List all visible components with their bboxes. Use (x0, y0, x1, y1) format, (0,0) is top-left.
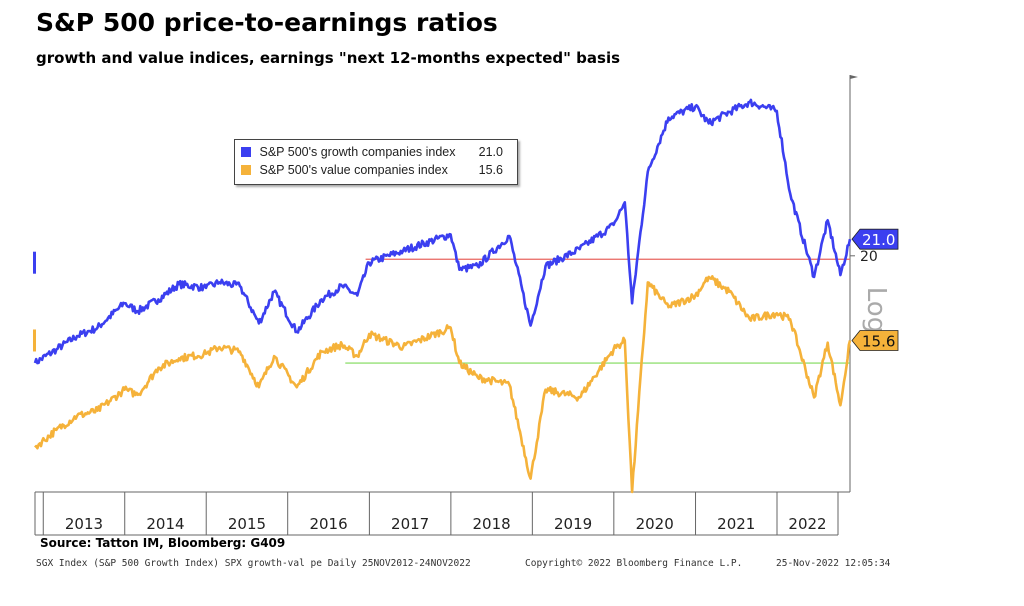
chart-title: S&P 500 price-to-earnings ratios (36, 8, 498, 37)
legend-label-growth: S&P 500's growth companies index (259, 145, 456, 159)
source-note: Source: Tatton IM, Bloomberg: G409 (40, 536, 286, 550)
legend-swatch-growth (241, 147, 251, 157)
y-tick-label-20: 20 (860, 249, 878, 265)
x-tick-label-2017: 2017 (391, 515, 429, 533)
plot-area: 2013 2014 2015 2016 2017 2018 2019 2020 2021 2022… (33, 75, 899, 536)
x-tick-label-2021: 2021 (717, 515, 755, 533)
last-value-label-growth: 21.0 (862, 231, 895, 249)
x-tick-label-2018: 2018 (473, 515, 511, 533)
footer-index: SGX Index (S&P 500 Growth Index) SPX gro… (36, 558, 471, 569)
y-axis-title: Log (861, 287, 891, 333)
y-axis-arrow (850, 75, 858, 79)
footer-timestamp: 25-Nov-2022 12:05:34 (776, 558, 891, 569)
last-value-tag-value (851, 330, 899, 351)
series-line-growth (33, 98, 852, 365)
legend-item-value: S&P 500's value companies index 15.6 (241, 163, 511, 179)
legend-value-growth: 21.0 (478, 145, 503, 159)
x-tick-label-2014: 2014 (146, 515, 184, 533)
legend-swatch-value (241, 165, 251, 175)
x-tick-label-2013: 2013 (65, 515, 103, 533)
x-tick-label-2015: 2015 (228, 515, 266, 533)
series-line-value (34, 275, 852, 494)
x-tick-label-2016: 2016 (309, 515, 347, 533)
last-value-label-value: 15.6 (862, 332, 895, 350)
x-tick-label-2019: 2019 (554, 515, 592, 533)
legend: S&P 500's growth companies index 21.0 S&… (234, 139, 518, 185)
start-marker-value (33, 329, 36, 352)
legend-value-value: 15.6 (478, 163, 503, 177)
start-marker-growth (33, 251, 36, 274)
footer-copyright: Copyright© 2022 Bloomberg Finance L.P. (525, 558, 743, 569)
last-value-tag-growth (851, 228, 899, 250)
legend-item-growth: S&P 500's growth companies index 21.0 (241, 145, 511, 161)
legend-label-value: S&P 500's value companies index (259, 163, 448, 177)
chart-subtitle: growth and value indices, earnings "next… (36, 49, 621, 67)
x-tick-label-2022: 2022 (788, 515, 826, 533)
x-tick-label-2020: 2020 (636, 515, 674, 533)
